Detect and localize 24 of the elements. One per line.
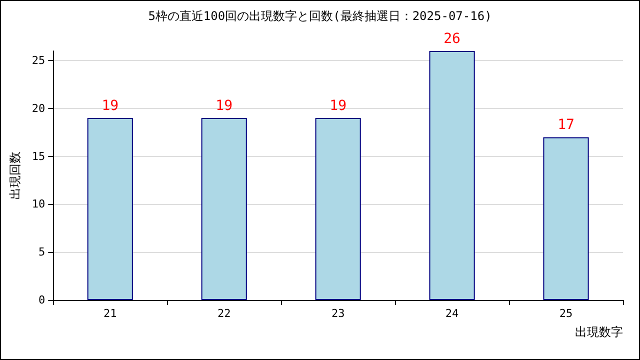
bar: [429, 51, 475, 300]
y-tick-label: 20: [32, 102, 46, 115]
bar: [87, 118, 133, 300]
y-tick-label: 15: [32, 150, 46, 163]
x-tick-label: 21: [104, 307, 117, 320]
x-tick-label: 23: [331, 307, 345, 320]
data-label: 17: [558, 117, 574, 134]
x-tick-label: 22: [217, 307, 231, 320]
data-label: 19: [330, 98, 346, 114]
y-axis-title: 出現回数: [8, 152, 22, 200]
y-tick-label: 25: [32, 54, 46, 68]
bar: [543, 137, 589, 300]
bar: [315, 118, 361, 300]
y-tick-label: 5: [38, 246, 46, 259]
y-tick-label: 10: [32, 198, 46, 211]
x-tick-label: 24: [445, 307, 460, 320]
data-label: 19: [216, 98, 233, 114]
data-label: 26: [444, 31, 460, 47]
data-label: 19: [102, 98, 119, 114]
bar: [201, 118, 247, 300]
x-axis-title: 出現数字: [575, 325, 623, 339]
y-tick-label: 0: [38, 294, 46, 306]
chart-title: 5枠の直近100回の出現数字と回数(最終抽選日：2025-07-16): [148, 9, 492, 23]
x-tick-label: 25: [559, 307, 573, 320]
